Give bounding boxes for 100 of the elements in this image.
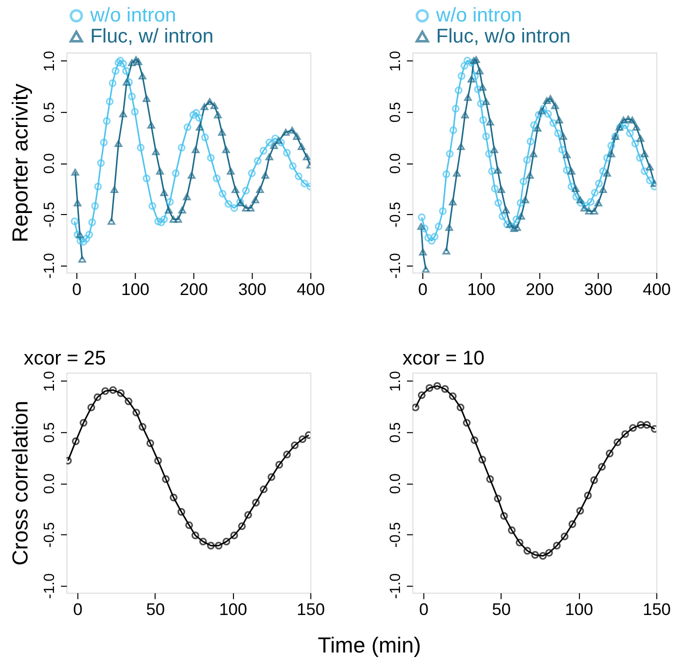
point xyxy=(576,506,584,515)
point xyxy=(490,184,499,192)
point xyxy=(122,67,130,75)
point xyxy=(230,532,238,540)
y-tick-label: 0.0 xyxy=(42,153,58,174)
legend-label: Fluc, w/o intron xyxy=(436,26,571,48)
point xyxy=(210,102,218,110)
point xyxy=(442,170,450,178)
point xyxy=(192,146,200,154)
point xyxy=(598,462,606,471)
point xyxy=(559,132,568,140)
point xyxy=(242,186,250,194)
point xyxy=(76,236,84,245)
point xyxy=(512,215,520,224)
point xyxy=(558,146,566,154)
point xyxy=(166,198,174,206)
x-tick-label: 200 xyxy=(180,280,208,299)
point xyxy=(599,167,607,176)
point xyxy=(497,186,506,194)
y-tick-label: 0.5 xyxy=(388,422,404,443)
point xyxy=(482,98,490,106)
point xyxy=(195,114,204,122)
point xyxy=(178,144,186,152)
x-tick-label: 200 xyxy=(526,280,554,299)
point xyxy=(482,132,490,140)
point xyxy=(160,189,168,196)
point xyxy=(464,56,472,64)
point xyxy=(546,95,554,102)
point xyxy=(172,169,180,178)
y-axis-title: Reporter acrivity xyxy=(7,84,32,242)
point xyxy=(628,116,636,124)
x-tick-label: 100 xyxy=(565,600,594,620)
point xyxy=(132,408,140,416)
point xyxy=(478,84,486,91)
point xyxy=(184,123,192,132)
point xyxy=(188,172,196,179)
point xyxy=(521,196,530,204)
point xyxy=(222,538,230,546)
point xyxy=(624,116,632,122)
point xyxy=(260,485,268,494)
point xyxy=(576,199,585,207)
point xyxy=(282,128,290,136)
y-tick-label: -1.0 xyxy=(388,573,404,599)
point xyxy=(218,128,226,136)
point xyxy=(214,542,222,550)
point xyxy=(277,138,285,146)
point xyxy=(614,438,622,446)
point xyxy=(116,389,125,397)
point xyxy=(545,548,553,557)
point xyxy=(517,212,526,220)
point xyxy=(112,67,120,75)
point xyxy=(498,212,506,220)
x-tick-label: 50 xyxy=(146,600,165,620)
point xyxy=(88,218,96,226)
point xyxy=(448,198,457,206)
y-tick-label: -0.5 xyxy=(42,522,58,548)
point xyxy=(516,199,524,207)
point xyxy=(162,475,170,483)
point xyxy=(582,202,590,210)
point xyxy=(244,511,252,519)
point xyxy=(191,532,200,540)
point xyxy=(503,220,511,228)
point xyxy=(101,387,110,395)
point xyxy=(170,494,178,502)
y-axis-title: Cross correlation xyxy=(7,400,32,566)
chart-title: xcor = 10 xyxy=(402,348,485,370)
point xyxy=(513,224,521,231)
point xyxy=(290,441,299,450)
point xyxy=(544,110,552,118)
point xyxy=(636,154,644,162)
x-tick-label: 50 xyxy=(492,600,511,620)
point xyxy=(468,76,476,83)
point xyxy=(599,186,607,194)
point xyxy=(87,404,96,412)
point xyxy=(226,168,235,175)
point xyxy=(534,124,542,132)
point xyxy=(434,222,443,230)
point xyxy=(214,111,222,118)
point xyxy=(268,473,276,481)
point xyxy=(420,224,429,232)
point xyxy=(252,498,260,506)
point xyxy=(636,421,645,429)
point xyxy=(474,85,482,94)
point xyxy=(212,174,221,182)
point xyxy=(488,167,496,176)
point xyxy=(506,220,514,228)
point xyxy=(102,117,111,125)
point xyxy=(248,169,256,178)
point xyxy=(265,138,274,146)
point xyxy=(640,167,648,176)
point xyxy=(595,180,603,188)
point xyxy=(85,230,94,238)
point xyxy=(568,168,576,175)
point xyxy=(222,146,230,154)
point xyxy=(109,386,117,394)
point xyxy=(555,116,564,124)
point xyxy=(160,215,168,224)
y-tick-label: 1.0 xyxy=(42,50,58,72)
point xyxy=(538,107,546,114)
point xyxy=(551,102,559,110)
